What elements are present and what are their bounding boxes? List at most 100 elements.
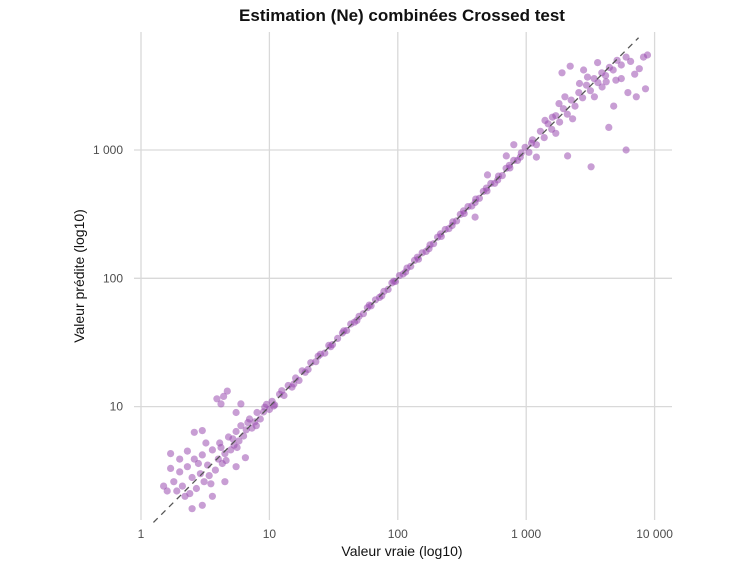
- data-point: [217, 400, 225, 408]
- x-tick-label: 10: [263, 527, 277, 541]
- data-point: [587, 163, 595, 171]
- data-point: [178, 482, 186, 490]
- data-point: [413, 253, 421, 261]
- y-tick-label: 10: [110, 400, 124, 414]
- data-point: [176, 468, 184, 476]
- data-point: [564, 152, 572, 160]
- data-point: [312, 358, 320, 366]
- data-point: [559, 105, 568, 113]
- data-point: [188, 473, 196, 482]
- data-point: [471, 213, 479, 221]
- data-point: [176, 455, 184, 463]
- data-point: [359, 310, 367, 318]
- data-point: [502, 152, 510, 160]
- data-point: [196, 470, 204, 478]
- data-point: [635, 65, 643, 73]
- data-point: [378, 292, 386, 300]
- data-point: [314, 352, 322, 360]
- data-point: [208, 446, 216, 454]
- data-point: [200, 478, 208, 486]
- data-point: [430, 240, 438, 248]
- data-point: [482, 184, 490, 192]
- data-point: [459, 207, 468, 215]
- data-point: [232, 408, 240, 417]
- data-point: [632, 93, 640, 101]
- data-point: [253, 408, 261, 417]
- data-point: [575, 89, 583, 97]
- x-tick-label: 10 000: [636, 527, 673, 541]
- data-point: [208, 492, 216, 500]
- data-point: [390, 277, 398, 285]
- data-point: [194, 459, 202, 468]
- data-point: [244, 419, 252, 427]
- data-point: [548, 113, 557, 121]
- data-point: [327, 343, 335, 351]
- grid: [134, 32, 672, 520]
- data-point: [598, 83, 606, 91]
- data-point: [213, 395, 221, 403]
- data-point: [183, 447, 191, 455]
- data-point: [453, 217, 461, 225]
- data-point: [569, 115, 577, 123]
- data-point: [643, 51, 652, 59]
- data-point: [190, 428, 198, 436]
- y-axis-label: Valeur prédite (log10): [71, 209, 87, 343]
- data-point: [301, 368, 309, 376]
- y-tick-label: 1 000: [93, 143, 123, 157]
- data-point: [198, 427, 206, 435]
- data-point: [261, 403, 269, 411]
- data-point: [353, 316, 361, 324]
- data-point: [205, 472, 213, 480]
- data-point: [448, 221, 456, 230]
- data-point: [252, 422, 260, 430]
- data-point: [494, 176, 502, 184]
- data-point: [617, 75, 625, 83]
- x-tick-label: 1: [138, 527, 145, 541]
- data-point: [290, 380, 298, 388]
- data-point: [605, 123, 613, 131]
- x-tick-label: 100: [388, 527, 408, 541]
- data-point: [540, 134, 548, 142]
- data-point: [233, 443, 241, 452]
- data-point: [556, 118, 564, 126]
- x-axis-label: Valeur vraie (log10): [341, 543, 462, 559]
- data-point: [583, 73, 592, 81]
- data-point: [241, 454, 249, 462]
- data-point: [384, 285, 392, 293]
- data-point: [221, 478, 229, 486]
- identity-reference-line: [152, 37, 640, 523]
- data-point: [402, 268, 410, 276]
- data-point: [202, 439, 210, 447]
- data-point: [561, 93, 569, 101]
- data-point: [188, 505, 196, 513]
- data-point: [192, 484, 200, 493]
- data-point: [240, 432, 248, 440]
- data-point: [278, 387, 286, 395]
- data-point: [579, 94, 587, 102]
- data-point: [580, 66, 588, 74]
- data-point: [527, 139, 536, 147]
- data-point: [217, 443, 225, 452]
- data-point: [221, 450, 229, 458]
- x-axis-ticks: 1 10 100 1 000 10 000: [138, 527, 674, 541]
- data-point: [582, 81, 591, 89]
- data-point: [609, 66, 617, 74]
- x-tick-label: 1 000: [511, 527, 541, 541]
- data-point: [624, 89, 632, 97]
- data-point: [525, 148, 533, 156]
- data-point: [567, 96, 575, 104]
- data-point: [563, 110, 571, 118]
- data-point: [516, 153, 524, 161]
- data-point: [471, 198, 479, 207]
- data-point: [622, 146, 630, 154]
- data-point: [498, 172, 506, 180]
- data-point: [211, 466, 219, 474]
- data-point: [186, 490, 194, 498]
- data-point: [160, 482, 168, 490]
- data-point: [232, 463, 240, 471]
- chart-title: Estimation (Ne) combinées Crossed test: [239, 6, 565, 25]
- data-point: [183, 463, 191, 471]
- data-point: [270, 402, 278, 410]
